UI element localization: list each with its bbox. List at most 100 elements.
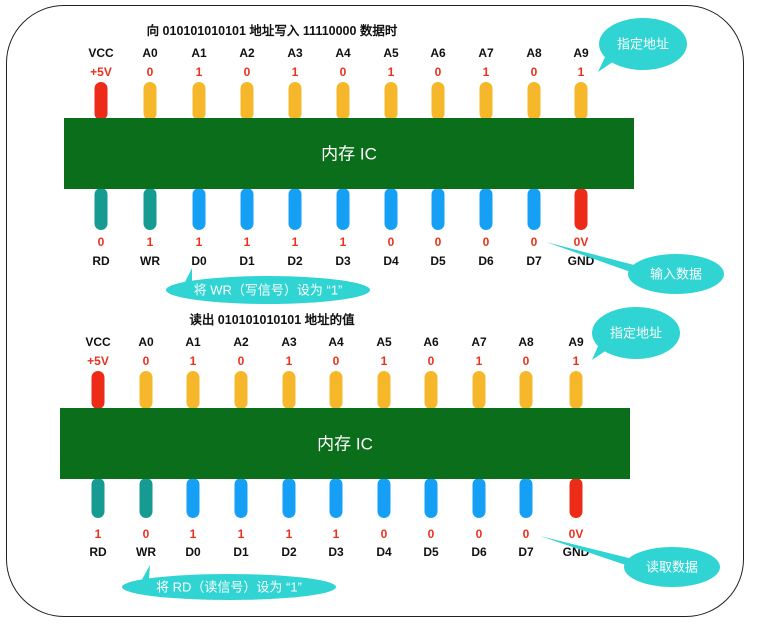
data-callout-pointer bbox=[540, 536, 636, 567]
bottom-pin-value: 1 bbox=[286, 527, 293, 541]
address-callout-text: 指定地址 bbox=[617, 37, 669, 52]
bottom-pin-value: 0 bbox=[143, 527, 150, 541]
bottom-pin bbox=[329, 478, 343, 518]
bottom-pin-name: D4 bbox=[376, 545, 392, 559]
top-pin bbox=[240, 82, 254, 120]
top-pin bbox=[143, 82, 157, 120]
bottom-pin bbox=[431, 188, 445, 230]
top-pin bbox=[282, 371, 296, 409]
bottom-pin-value: 1 bbox=[95, 527, 102, 541]
top-pin-name: A2 bbox=[233, 335, 249, 349]
top-pin-value: 0 bbox=[143, 354, 150, 368]
top-pin-name: A3 bbox=[287, 46, 303, 60]
bottom-pin bbox=[186, 478, 200, 518]
bottom-pin-name: D3 bbox=[328, 545, 344, 559]
top-pin-name: A7 bbox=[471, 335, 487, 349]
bottom-pin-value: 1 bbox=[333, 527, 340, 541]
chip-label: 内存 IC bbox=[321, 145, 377, 164]
top-pin bbox=[192, 82, 206, 120]
bottom-pin bbox=[192, 188, 206, 230]
top-pin-value: 0 bbox=[531, 65, 538, 79]
bottom-pin-value: 1 bbox=[340, 235, 347, 249]
top-pin-value: 0 bbox=[428, 354, 435, 368]
top-pin-value: 0 bbox=[340, 65, 347, 79]
top-pin bbox=[479, 82, 493, 120]
top-pin-value: 0 bbox=[244, 65, 251, 79]
bottom-pin bbox=[234, 478, 248, 518]
bottom-pin-value: 0 bbox=[523, 527, 530, 541]
diagram-title: 读出 010101010101 地址的值 bbox=[189, 312, 355, 327]
top-pin-name: A0 bbox=[138, 335, 154, 349]
bottom-pin-value: 0 bbox=[98, 235, 105, 249]
signal-callout-text: 将 WR（写信号）设为 “1” bbox=[194, 283, 343, 298]
top-pin-name: A6 bbox=[430, 46, 446, 60]
bottom-pin-value: 1 bbox=[196, 235, 203, 249]
bottom-pin-value: 1 bbox=[190, 527, 197, 541]
bottom-pin-name: D2 bbox=[281, 545, 297, 559]
top-pin bbox=[519, 371, 533, 409]
bottom-pin bbox=[472, 478, 486, 518]
bottom-pin bbox=[479, 188, 493, 230]
bottom-pin-name: D0 bbox=[185, 545, 201, 559]
top-pin bbox=[329, 371, 343, 409]
bottom-pin-value: 1 bbox=[292, 235, 299, 249]
bottom-pin-value: 0 bbox=[381, 527, 388, 541]
data-callout-text: 输入数据 bbox=[650, 267, 702, 282]
top-pin-value: 0 bbox=[435, 65, 442, 79]
top-pin-value: 1 bbox=[286, 354, 293, 368]
bottom-pin-name: WR bbox=[136, 545, 156, 559]
data-callout-pointer bbox=[546, 242, 640, 274]
bottom-pin-value: 0 bbox=[388, 235, 395, 249]
bottom-pin bbox=[574, 188, 588, 230]
bottom-pin-value: 1 bbox=[238, 527, 245, 541]
bottom-pin-value: 0 bbox=[476, 527, 483, 541]
top-pin-name: A9 bbox=[573, 46, 589, 60]
top-pin-name: A4 bbox=[335, 46, 351, 60]
top-pin-name: A0 bbox=[142, 46, 158, 60]
top-pin-name: A4 bbox=[328, 335, 344, 349]
bottom-pin-name: D4 bbox=[383, 254, 399, 268]
top-pin bbox=[377, 371, 391, 409]
top-pin-name: A8 bbox=[518, 335, 534, 349]
top-pin-value: 1 bbox=[578, 65, 585, 79]
bottom-pin-name: D7 bbox=[526, 254, 542, 268]
top-pin-name: VCC bbox=[88, 46, 114, 60]
bottom-pin-value: 0 bbox=[435, 235, 442, 249]
data-callout-bubble bbox=[624, 547, 720, 587]
top-pin-name: VCC bbox=[85, 335, 111, 349]
data-callout-text: 读取数据 bbox=[646, 560, 698, 575]
top-pin-value: 1 bbox=[483, 65, 490, 79]
top-pin-value: 0 bbox=[238, 354, 245, 368]
bottom-pin-name: D7 bbox=[518, 545, 534, 559]
top-pin bbox=[94, 82, 108, 120]
bottom-pin-value: 1 bbox=[244, 235, 251, 249]
bottom-pin-value: 0 bbox=[531, 235, 538, 249]
top-pin-name: A9 bbox=[568, 335, 584, 349]
diagram-title: 向 010101010101 地址写入 11110000 数据时 bbox=[147, 23, 398, 38]
top-pin-value: 1 bbox=[190, 354, 197, 368]
bottom-pin bbox=[94, 188, 108, 230]
bottom-pin-name: D3 bbox=[335, 254, 351, 268]
bottom-pin bbox=[377, 478, 391, 518]
top-pin-name: A2 bbox=[239, 46, 255, 60]
top-pin bbox=[384, 82, 398, 120]
top-pin bbox=[431, 82, 445, 120]
top-pin-name: A8 bbox=[526, 46, 542, 60]
bottom-pin-name: D2 bbox=[287, 254, 303, 268]
top-pin-name: A6 bbox=[423, 335, 439, 349]
top-pin-name: A5 bbox=[376, 335, 392, 349]
bottom-pin-name: D6 bbox=[478, 254, 494, 268]
bottom-pin bbox=[282, 478, 296, 518]
top-pin-value: 1 bbox=[388, 65, 395, 79]
top-pin-value: 0 bbox=[523, 354, 530, 368]
bottom-pin-name: RD bbox=[89, 545, 107, 559]
memory-ic-chip bbox=[64, 118, 634, 189]
signal-callout-text: 将 RD（读信号）设为 “1” bbox=[156, 580, 302, 595]
memory-ic-chip bbox=[60, 408, 630, 479]
top-pin bbox=[336, 82, 350, 120]
top-pin-name: A5 bbox=[383, 46, 399, 60]
bottom-pin-value: 0 bbox=[483, 235, 490, 249]
top-pin-name: A1 bbox=[185, 335, 201, 349]
outer-frame bbox=[6, 5, 744, 617]
